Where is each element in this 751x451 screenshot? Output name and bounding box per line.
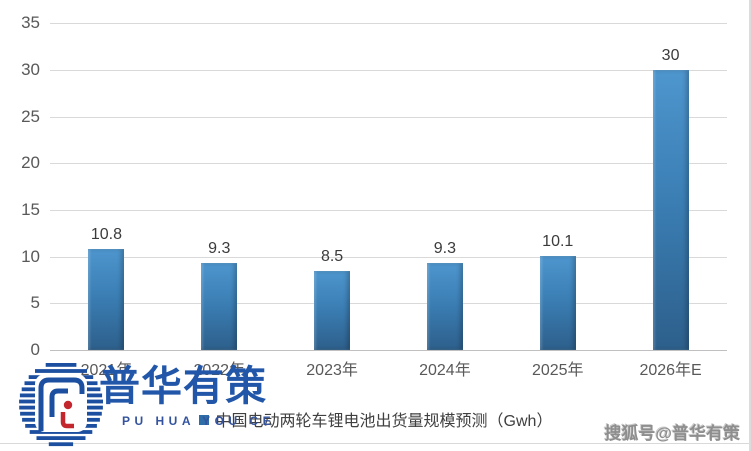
chart-legend: 中国电动两轮车锂电池出货量规模预测（Gwh） (0, 407, 749, 431)
gridline (50, 116, 727, 118)
x-axis-tick-label: 2022年 (193, 362, 246, 379)
y-axis-tick-label: 25 (21, 106, 40, 126)
bottom-divider (0, 443, 749, 444)
y-axis-tick-label: 35 (21, 13, 40, 33)
y-axis-tick-label: 15 (21, 200, 40, 219)
x-axis-tick-label: 2023年 (306, 362, 358, 379)
legend-label: 中国电动两轮车锂电池出货量规模预测（Gwh） (215, 413, 553, 430)
y-axis-tick-label: 30 (21, 60, 40, 79)
gridline (50, 210, 727, 211)
bar (314, 270, 351, 350)
bar (652, 70, 689, 350)
x-axis-line (50, 350, 727, 351)
legend-swatch (198, 414, 209, 425)
y-axis-tick-label: 10 (21, 246, 40, 266)
bar-value-label: 8.5 (320, 247, 344, 265)
bar-value-label: 9.3 (433, 240, 457, 258)
bar-value-label: 10.1 (542, 232, 574, 250)
gridline (50, 256, 727, 258)
x-axis-tick-label: 2025年 (531, 362, 584, 379)
gridline (50, 70, 727, 71)
bar (201, 263, 238, 350)
puhua-logo-text: 普华有策 (99, 363, 267, 409)
x-axis-tick-label: 2021年 (80, 362, 133, 379)
puhua-logo-subtext: PU HUA YOU CE (122, 414, 276, 428)
gridline (50, 303, 727, 305)
bar (88, 249, 125, 350)
y-axis-tick-label: 20 (21, 153, 40, 173)
puhua-logo-icon (19, 363, 104, 447)
bar-value-label: 10.8 (90, 226, 122, 244)
y-axis-tick-label: 0 (30, 340, 40, 359)
bar-value-label: 9.3 (208, 240, 231, 258)
x-axis-tick-label: 2026年E (639, 362, 702, 379)
bar (426, 263, 463, 350)
sohu-watermark: 搜狐号@普华有策 (604, 424, 740, 443)
bar-value-label: 30 (661, 47, 680, 64)
gridline (50, 23, 727, 25)
x-axis-tick-label: 2024年 (419, 362, 471, 379)
bar (539, 255, 576, 350)
gridline (50, 163, 727, 165)
y-axis-tick-label: 5 (30, 293, 40, 313)
